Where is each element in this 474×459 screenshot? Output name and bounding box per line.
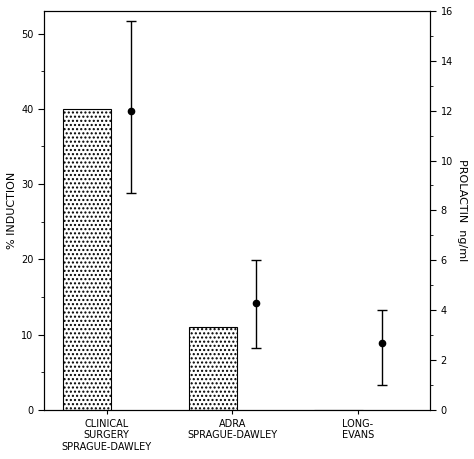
Y-axis label: % INDUCTION: % INDUCTION — [7, 172, 17, 249]
Y-axis label: PROLACTIN  ng/ml: PROLACTIN ng/ml — [457, 159, 467, 262]
Bar — [63, 109, 111, 410]
Bar — [189, 327, 237, 410]
